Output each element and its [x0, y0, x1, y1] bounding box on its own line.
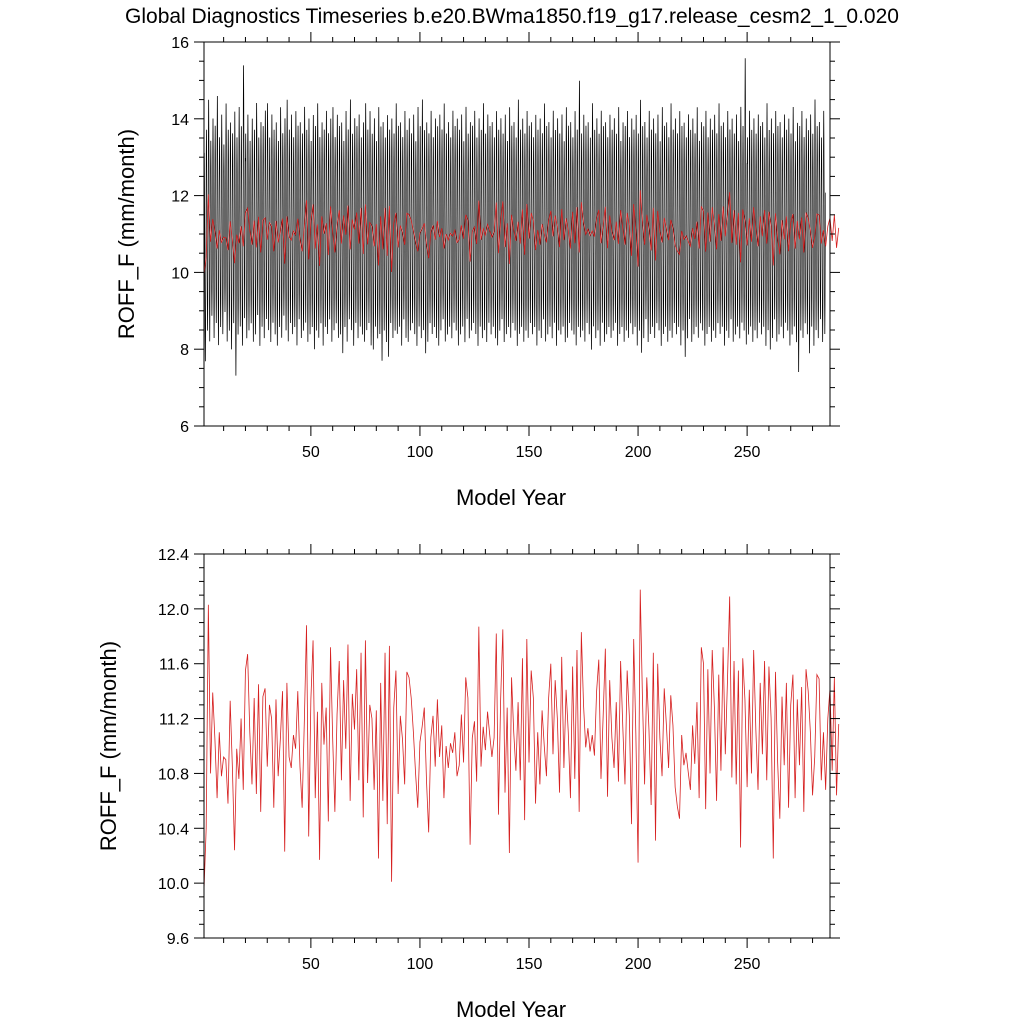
- top-x-axis-label: Model Year: [456, 485, 566, 510]
- bottom-y-tick-label: 12.4: [158, 547, 189, 564]
- top-axis-ticks: 50 100 150 200 250 6 8 10 12 14 16: [171, 32, 840, 461]
- top-y-tick-label: 10: [171, 265, 189, 282]
- top-y-tick-label: 14: [171, 112, 189, 129]
- bottom-y-axis-label: ROFF_F (mm/month): [96, 641, 121, 851]
- bottom-y-tick-label: 11.2: [159, 712, 189, 729]
- top-x-tick-label: 50: [302, 444, 320, 461]
- bottom-axis-ticks: 50 100 150 200 250 9.6 10.0 10.4 10.8 11.2 11.6 12.…: [158, 544, 840, 973]
- top-annual-series-line: [203, 190, 840, 275]
- top-y-tick-label: 6: [180, 419, 189, 436]
- top-monthly-series: [203, 58, 826, 376]
- bottom-annual-series-line: [203, 589, 840, 891]
- bottom-y-tick-label: 12.0: [158, 602, 189, 619]
- top-x-tick-label: 250: [734, 444, 761, 461]
- top-annual-series: [203, 190, 840, 275]
- bottom-x-tick-label: 200: [625, 956, 652, 973]
- bottom-x-tick-label: 150: [516, 956, 543, 973]
- top-monthly-series-line: [203, 58, 826, 376]
- bottom-y-tick-label: 9.6: [167, 931, 189, 948]
- top-y-tick-label: 8: [180, 342, 189, 359]
- bottom-annual-series: [203, 589, 840, 891]
- bottom-y-tick-label: 10.4: [158, 821, 189, 838]
- bottom-x-tick-label: 50: [302, 956, 320, 973]
- top-y-tick-label: 12: [171, 189, 189, 206]
- bottom-x-tick-label: 250: [734, 956, 761, 973]
- top-y-tick-label: 16: [171, 35, 189, 52]
- bottom-x-axis-label: Model Year: [456, 997, 566, 1022]
- top-y-axis-label: ROFF_F (mm/month): [114, 129, 139, 339]
- bottom-y-tick-label: 10.8: [158, 766, 189, 783]
- top-x-tick-label: 200: [625, 444, 652, 461]
- bottom-x-tick-label: 100: [407, 956, 434, 973]
- top-panel: 50 100 150 200 250 6 8 10 12 14 16 Model Year ROFF…: [114, 32, 840, 510]
- figure-title: Global Diagnostics Timeseries b.e20.BWma…: [125, 5, 899, 28]
- top-x-tick-label: 150: [516, 444, 543, 461]
- top-x-tick-label: 100: [407, 444, 434, 461]
- bottom-panel: 50 100 150 200 250 9.6 10.0 10.4 10.8 11.2 11.6 12.…: [96, 544, 840, 1022]
- bottom-y-tick-label: 10.0: [158, 876, 189, 893]
- bottom-y-tick-label: 11.6: [159, 657, 189, 674]
